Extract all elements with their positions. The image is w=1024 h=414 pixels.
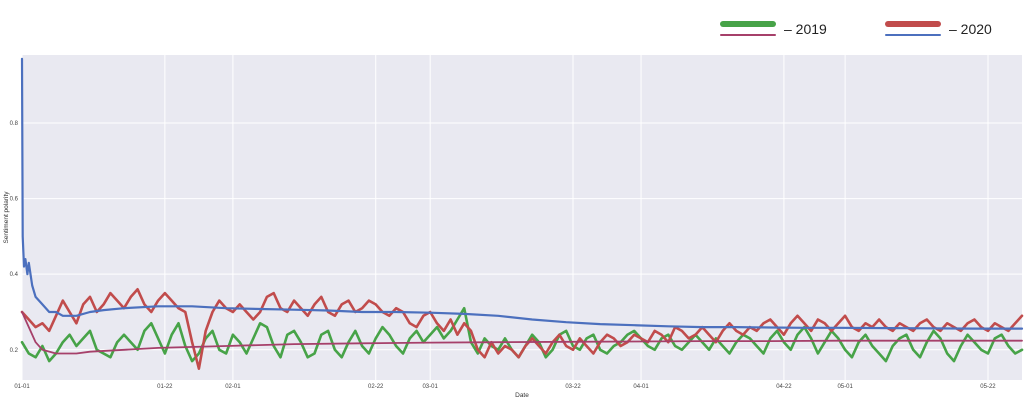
x-tick-label: 02-22	[368, 384, 384, 390]
x-tick-label: 01-01	[14, 384, 30, 390]
series-line-2020-daily	[20, 288, 1024, 370]
plot-area	[22, 55, 1022, 380]
y-axis-label: Sentiment polarity	[3, 191, 10, 244]
legend-swatch-2020-daily	[885, 21, 941, 27]
legend-label-2020: – 2020	[949, 21, 992, 37]
legend-swatch-2019-daily	[720, 21, 776, 27]
series-layer	[20, 57, 1024, 370]
y-axis-ticks: 0.2 0.4 0.6 0.8	[10, 121, 19, 354]
legend-swatch-2019-mean	[720, 34, 776, 36]
x-axis-label: Date	[515, 392, 529, 399]
x-tick-label: 01-22	[157, 384, 173, 390]
y-tick-label: 0.4	[10, 272, 19, 278]
series-line-2019-mean	[21, 311, 1023, 355]
legend-swatch-2020-mean	[885, 34, 941, 36]
y-tick-label: 0.6	[10, 197, 19, 203]
x-tick-label: 02-01	[225, 384, 241, 390]
x-tick-label: 03-01	[422, 384, 438, 390]
y-tick-label: 0.8	[10, 121, 19, 127]
x-tick-label: 05-22	[980, 384, 996, 390]
legend-label-2019: – 2019	[784, 21, 827, 37]
x-tick-label: 03-22	[565, 384, 581, 390]
series-line-2020-mean	[20, 57, 1024, 330]
y-tick-label: 0.2	[10, 348, 19, 354]
x-tick-label: 04-01	[633, 384, 649, 390]
x-axis-ticks: 01-01 01-22 02-01 02-22 03-01 03-22 04-01 04-22…	[14, 384, 996, 390]
x-tick-label: 04-22	[776, 384, 792, 390]
x-tick-label: 05-01	[837, 384, 853, 390]
